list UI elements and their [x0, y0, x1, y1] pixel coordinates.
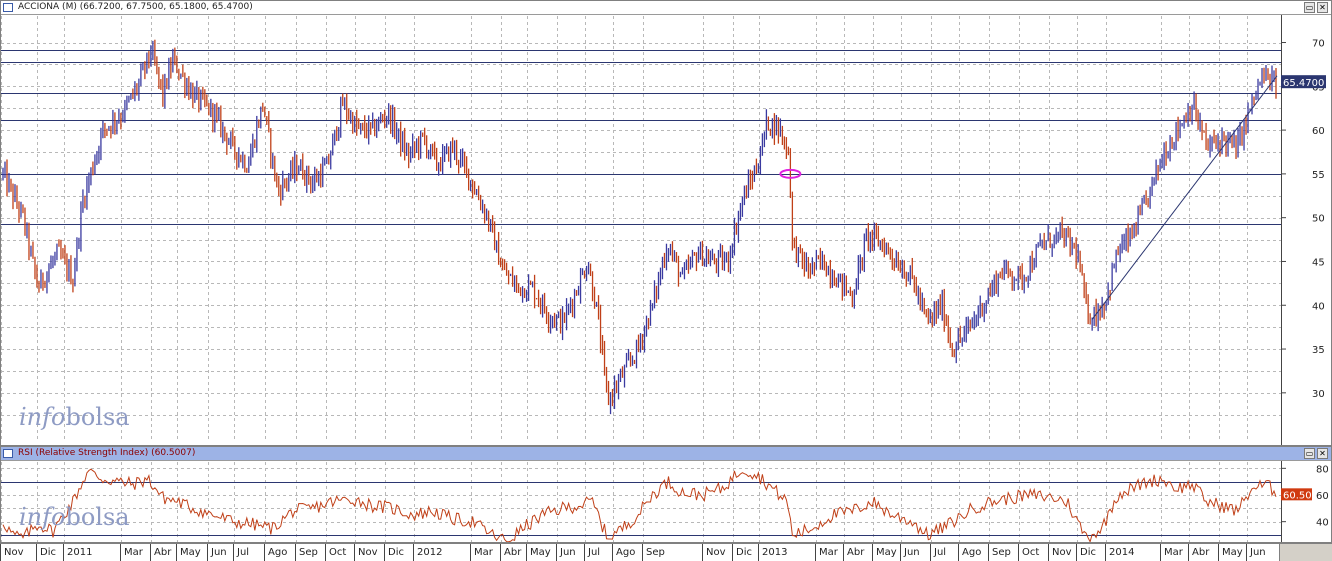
date-tick-label: Dic [36, 544, 63, 561]
price-chart-window: ACCIONA (M) (66.7200, 67.7500, 65.1800, … [0, 0, 1332, 446]
date-tick-label: Sep [642, 544, 702, 561]
y-tick-label: 40 [1312, 301, 1325, 312]
date-tick-label: 2014 [1105, 544, 1160, 561]
rsi-title: RSI (Relative Strength Index) (60.5007) [18, 448, 196, 458]
close-button[interactable]: ✕ [1317, 448, 1328, 459]
date-tick-label: Abr [500, 544, 526, 561]
date-tick-label: Nov [1048, 544, 1076, 561]
restore-button[interactable]: ▭ [1304, 448, 1315, 459]
date-tick-label: May [176, 544, 207, 561]
date-tick-label: May [1218, 544, 1246, 561]
date-tick-label: May [872, 544, 900, 561]
rsi-chart[interactable]: 40 60 80 60.50 infobolsa [1, 447, 1332, 543]
date-tick-label: Mar [120, 544, 150, 561]
price-chart[interactable]: 303540455055606570 65.4700 infobolsa [1, 1, 1332, 446]
date-tick-label: Mar [815, 544, 843, 561]
y-tick-label: 45 [1312, 257, 1325, 268]
date-tick-label: Sep [988, 544, 1018, 561]
date-tick-label: Ago [612, 544, 642, 561]
date-tick-label: Jun [207, 544, 233, 561]
watermark: infobolsa [19, 503, 130, 531]
last-rsi-label: 60.50 [1283, 490, 1312, 501]
date-axis: Nov Dic 2011 Mar Abr May Jun Jul Ago Sep Oct Nov Dic… [0, 543, 1332, 561]
price-chart-titlebar: ACCIONA (M) (66.7200, 67.7500, 65.1800, … [1, 1, 1331, 15]
rsi-grid [1, 462, 1281, 542]
y-tick-label: 70 [1312, 39, 1325, 50]
last-price-badge: 65.4700 [1281, 75, 1326, 89]
restore-button[interactable]: ▭ [1304, 2, 1315, 13]
rsi-levels [1, 482, 1281, 536]
y-tick-label: 50 [1312, 214, 1325, 225]
y-tick-label: 40 [1316, 518, 1329, 529]
rsi-y-axis: 40 60 80 [1281, 461, 1329, 542]
rsi-titlebar: RSI (Relative Strength Index) (60.5007) … [1, 447, 1331, 461]
y-tick-label: 35 [1312, 345, 1325, 356]
support-resistance-lines [1, 50, 1281, 225]
date-tick-label: Dic [732, 544, 758, 561]
date-tick-label: Jul [930, 544, 958, 561]
watermark: infobolsa [19, 403, 130, 431]
date-tick-label: Jun [556, 544, 584, 561]
last-price-label: 65.4700 [1283, 78, 1324, 89]
rsi-line [2, 468, 1277, 542]
y-tick-label: 55 [1312, 170, 1325, 181]
y-tick-label: 80 [1316, 464, 1329, 475]
axis-corner [1279, 544, 1332, 561]
y-tick-label: 30 [1312, 389, 1325, 400]
date-tick-label: Nov [0, 544, 36, 561]
price-bars [2, 39, 1277, 415]
last-rsi-badge: 60.50 [1281, 488, 1312, 501]
date-tick-label: Sep [295, 544, 325, 561]
trendline [1091, 75, 1278, 320]
date-tick-label: Abr [1188, 544, 1218, 561]
close-button[interactable]: ✕ [1317, 2, 1328, 13]
date-tick-label: Oct [1018, 544, 1048, 561]
window-icon [3, 449, 13, 458]
date-tick-label: Ago [958, 544, 988, 561]
price-grid [1, 16, 1281, 441]
y-tick-label: 60 [1312, 126, 1325, 137]
date-tick-label: Mar [470, 544, 500, 561]
date-tick-label: Abr [843, 544, 872, 561]
date-tick-label: Dic [384, 544, 413, 561]
date-tick-label: Ago [264, 544, 295, 561]
date-tick-label: Dic [1076, 544, 1105, 561]
price-chart-title: ACCIONA (M) (66.7200, 67.7500, 65.1800, … [18, 2, 253, 12]
date-tick-label: Nov [702, 544, 732, 561]
date-tick-label: Oct [325, 544, 354, 561]
rsi-window: RSI (Relative Strength Index) (60.5007) … [0, 446, 1332, 543]
date-tick-label: May [526, 544, 556, 561]
date-tick-label: Jun [1246, 544, 1280, 561]
date-tick-label: Jun [900, 544, 930, 561]
date-tick-label: 2011 [63, 544, 120, 561]
date-tick-label: Jul [584, 544, 612, 561]
date-tick-label: Abr [150, 544, 176, 561]
date-tick-label: Mar [1160, 544, 1188, 561]
date-tick-label: Nov [354, 544, 384, 561]
window-icon [3, 3, 13, 12]
y-tick-label: 60 [1316, 491, 1329, 502]
date-tick-label: 2012 [413, 544, 470, 561]
date-tick-label: Jul [233, 544, 264, 561]
gap-marker [779, 168, 802, 179]
date-tick-label: 2013 [758, 544, 815, 561]
